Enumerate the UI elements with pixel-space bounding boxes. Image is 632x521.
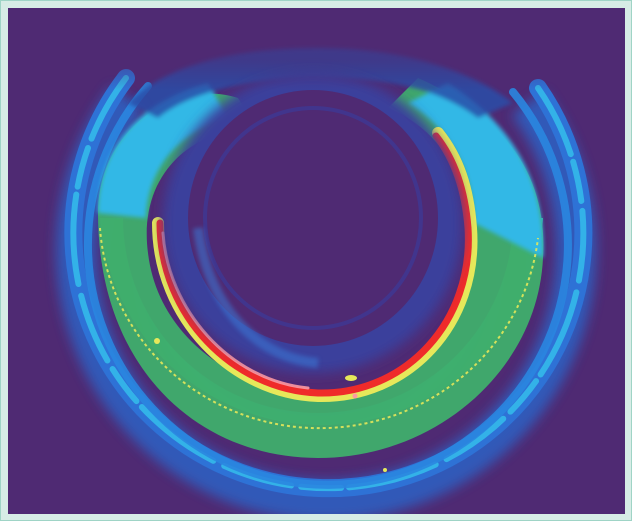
- thermal-image: [8, 8, 625, 514]
- yellow-outer-edge: [99, 227, 539, 430]
- thermal-ring-figure: [8, 8, 625, 514]
- green-band: [98, 78, 544, 458]
- outer-segmented-ring: [64, 69, 593, 498]
- top-fade: [8, 8, 625, 158]
- hot-crescent: [152, 127, 478, 403]
- hot-spots: [154, 338, 387, 472]
